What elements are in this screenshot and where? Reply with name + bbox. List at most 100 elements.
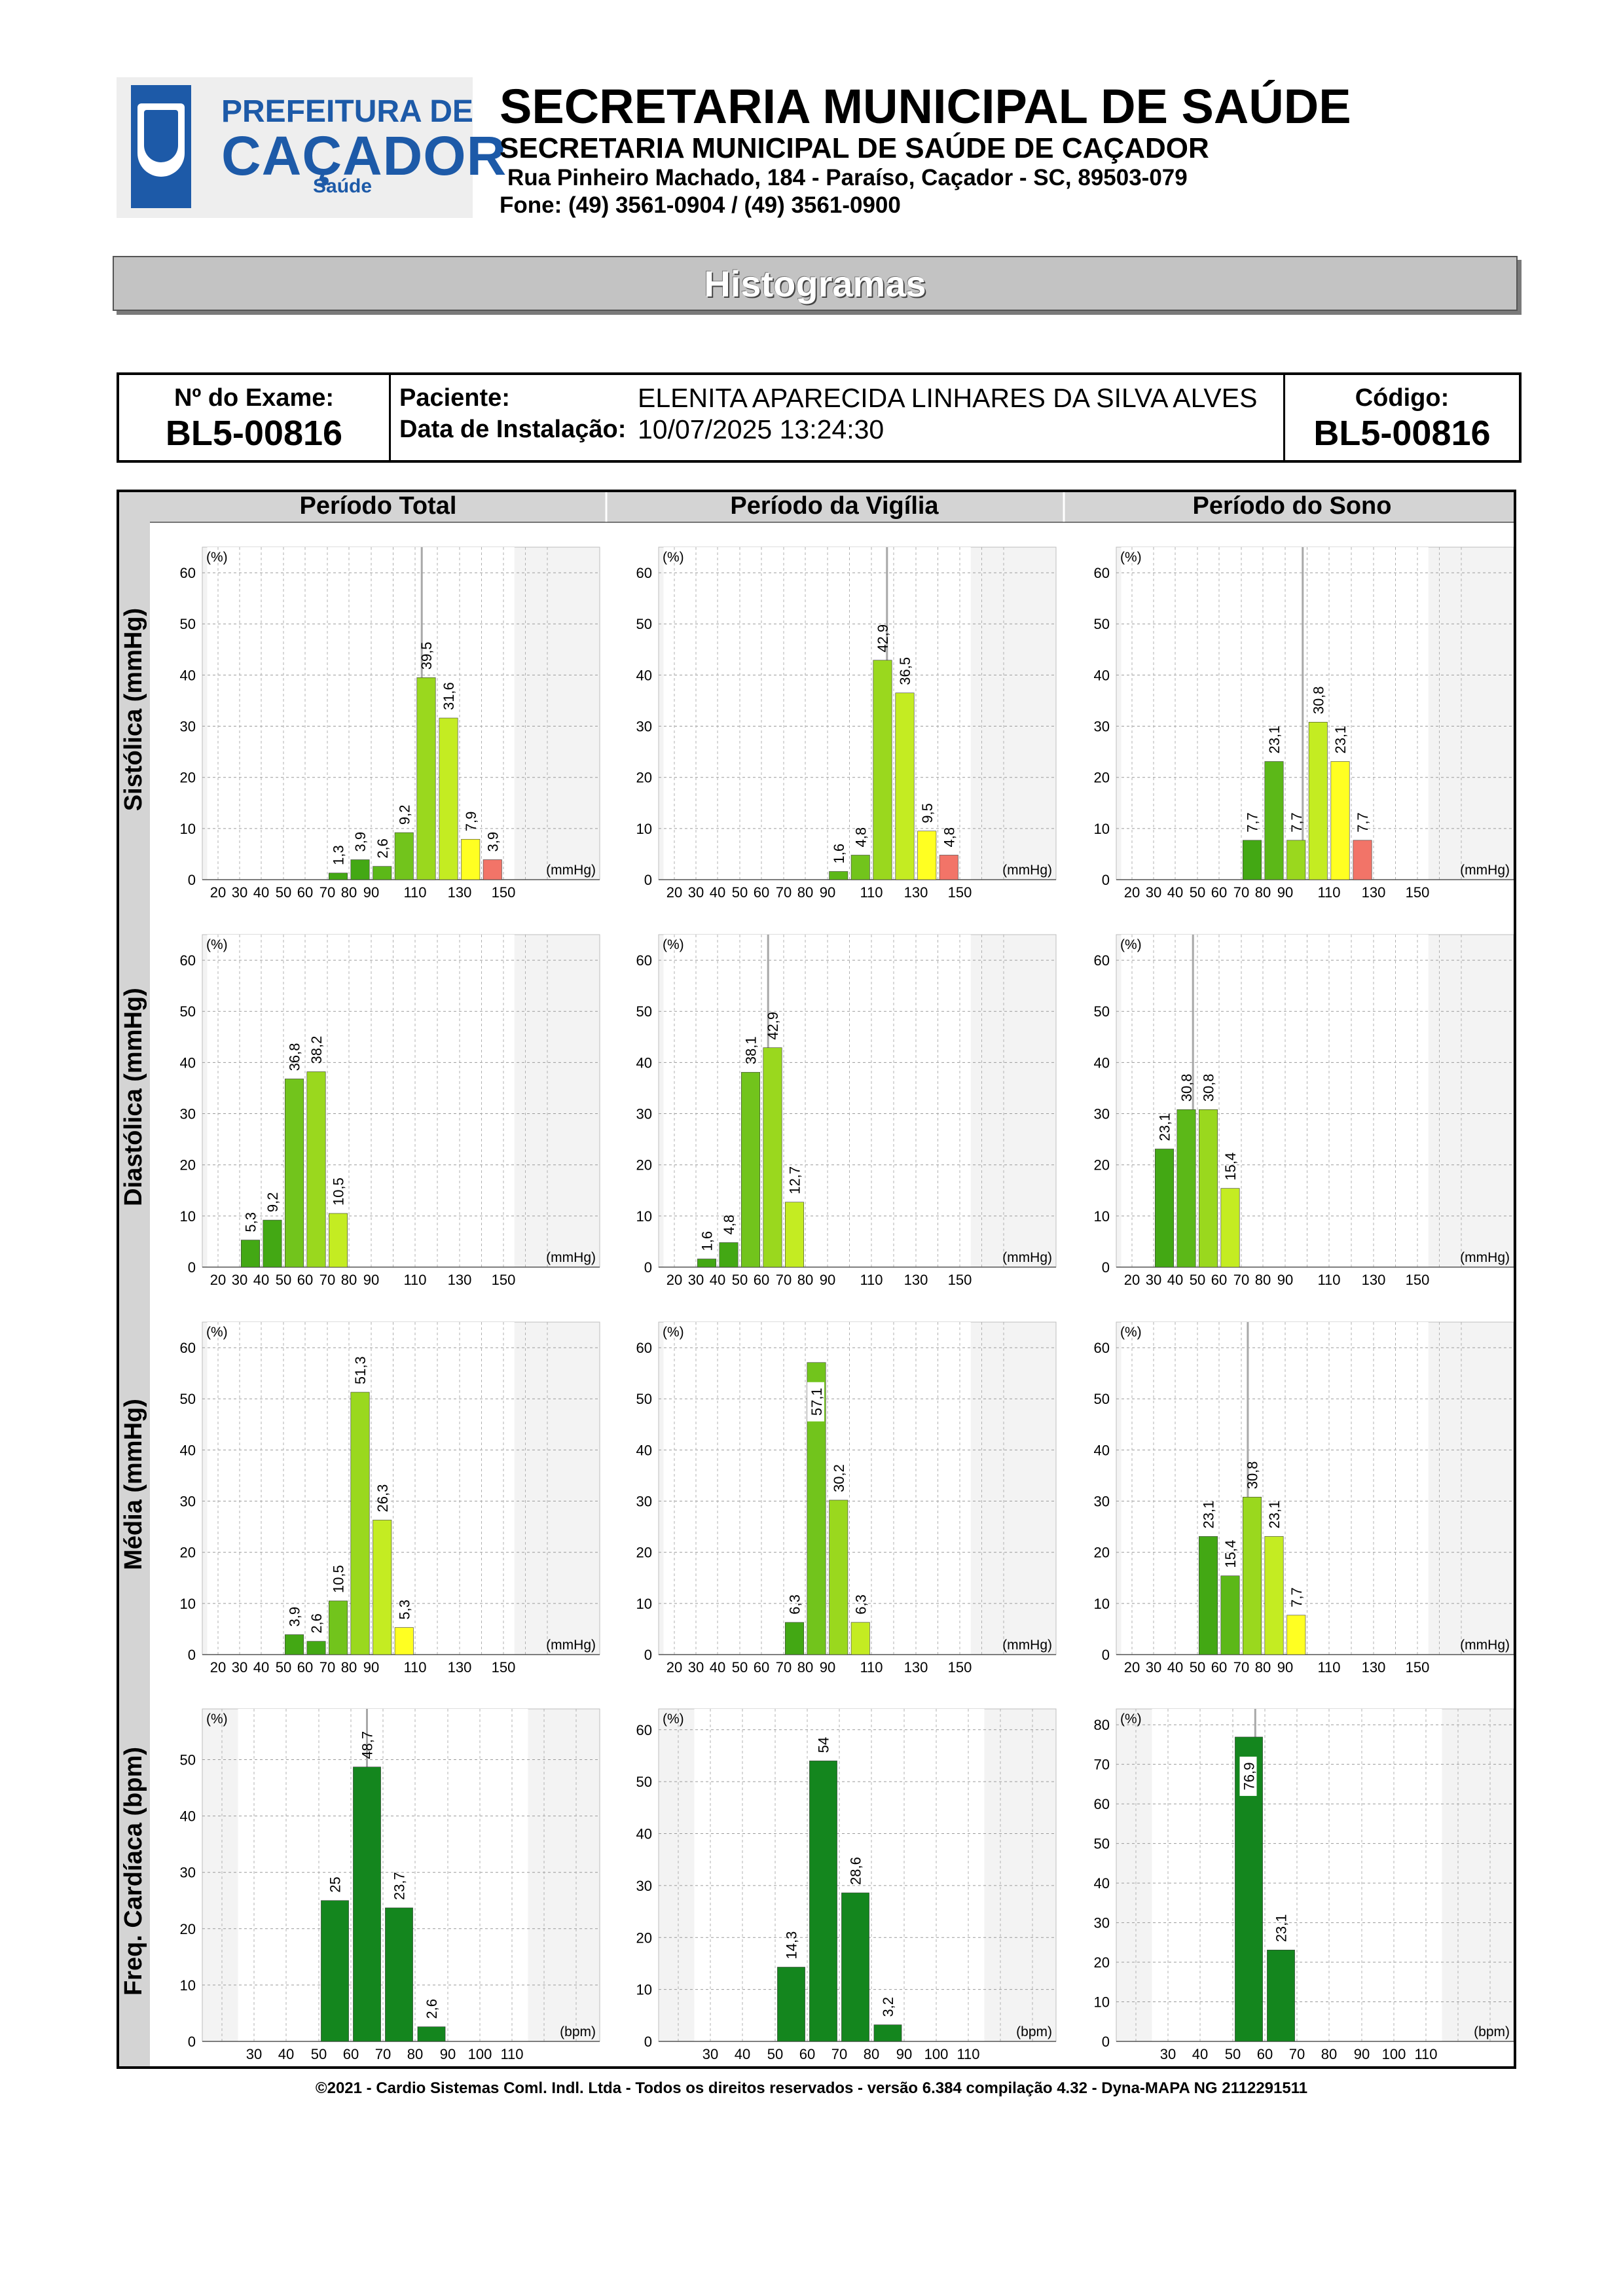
x-tick-label: 20	[210, 1272, 226, 1288]
histogram-bar	[1176, 1109, 1196, 1268]
address-text: Rua Pinheiro Machado, 184 - Paraíso, Caç…	[507, 165, 1188, 190]
y-tick-label: 30	[636, 1494, 652, 1510]
y-tick-label: 40	[1094, 667, 1110, 683]
x-tick-label: 90	[363, 1272, 379, 1288]
column-header-periodo-total: Período Total	[300, 492, 457, 520]
x-tick-label: 80	[1255, 1659, 1271, 1676]
y-unit-label: (%)	[1120, 550, 1142, 565]
bar-value-label: 4,8	[852, 827, 869, 848]
y-tick-label: 40	[636, 1054, 652, 1071]
y-tick-label: 10	[1094, 1596, 1110, 1612]
histogram-bar	[850, 1622, 870, 1655]
x-tick-label: 150	[492, 884, 516, 901]
x-tick-label: 50	[1190, 1272, 1205, 1288]
bar-value-label: 23,1	[1157, 1113, 1173, 1141]
code-value: BL5-00816	[1313, 414, 1491, 453]
histogram-bar	[829, 871, 848, 880]
histogram-bar	[1199, 1109, 1218, 1268]
histogram-bar	[1264, 761, 1284, 880]
y-tick-label: 30	[1094, 1106, 1110, 1122]
histogram-bar	[917, 831, 937, 880]
histogram-bar	[1353, 840, 1372, 880]
x-tick-label: 70	[1233, 884, 1249, 901]
y-tick-label: 70	[1094, 1757, 1110, 1773]
y-tick-label: 60	[636, 1340, 652, 1356]
bar-value-label: 30,8	[1245, 1461, 1261, 1489]
x-unit-label: (mmHg)	[1460, 863, 1510, 878]
histogram-bar	[777, 1967, 805, 2042]
x-tick-label: 40	[253, 884, 269, 901]
y-tick-label: 20	[636, 770, 652, 786]
y-tick-label: 10	[180, 1208, 196, 1225]
plot-area-center	[207, 547, 515, 880]
x-unit-label: (mmHg)	[1460, 1638, 1510, 1653]
x-tick-label: 110	[860, 1659, 883, 1676]
x-tick-label: 40	[710, 1659, 725, 1676]
x-tick-label: 70	[375, 2046, 391, 2062]
x-tick-label: 130	[904, 1272, 928, 1288]
x-tick-label: 100	[924, 2046, 949, 2062]
y-tick-label: 0	[1102, 1647, 1110, 1663]
x-tick-label: 90	[1277, 884, 1293, 901]
bar-value-label: 1,3	[331, 845, 347, 865]
histogram-bar	[1267, 1950, 1295, 2042]
y-tick-label: 0	[188, 1647, 196, 1663]
histogram-bar	[829, 1499, 848, 1655]
prefeitura-logo: PREFEITURA DE CAÇADOR Saúde	[117, 77, 506, 218]
y-tick-label: 20	[636, 1545, 652, 1561]
x-tick-label: 90	[1277, 1659, 1293, 1676]
row-label-sistolica-mmhg: Sistólica (mmHg)	[120, 608, 147, 811]
x-tick-label: 130	[448, 1659, 472, 1676]
x-tick-label: 150	[1406, 1659, 1430, 1676]
x-tick-label: 30	[688, 884, 704, 901]
x-tick-label: 30	[1146, 1659, 1161, 1676]
histogram-bar	[329, 1213, 348, 1268]
y-tick-label: 30	[636, 1878, 652, 1894]
bar-value-label-bg	[807, 1382, 824, 1422]
x-unit-label: (bpm)	[560, 2024, 596, 2039]
histogram-diastolica-mmhg-periodo-da-vigilia: 0 10 20 30 40 50 60 (%) (mmHg) 20 30 40 50 60 70 80 90 11…	[636, 934, 1057, 1288]
histogram-diastolica-mmhg-periodo-total: 0 10 20 30 40 50 60 (%) (mmHg) 20 30 40 50 60 70 80 90 11…	[180, 934, 600, 1288]
x-tick-label: 110	[403, 884, 426, 901]
x-tick-label: 150	[1406, 1272, 1430, 1288]
x-tick-label: 40	[253, 1272, 269, 1288]
histogram-bar	[1330, 761, 1350, 880]
histogram-bar	[763, 1047, 782, 1268]
x-tick-label: 30	[232, 1659, 247, 1676]
x-tick-label: 70	[319, 884, 335, 901]
bar-value-label: 23,1	[1266, 726, 1283, 754]
x-tick-label: 50	[732, 884, 748, 901]
y-tick-label: 80	[1094, 1717, 1110, 1733]
x-tick-label: 20	[1124, 1272, 1140, 1288]
x-tick-label: 30	[1146, 884, 1161, 901]
x-tick-label: 150	[492, 1272, 516, 1288]
y-tick-label: 20	[1094, 770, 1110, 786]
y-tick-label: 50	[1094, 1391, 1110, 1407]
y-tick-label: 50	[180, 1391, 196, 1407]
bar-value-label: 30,2	[831, 1464, 847, 1492]
x-tick-label: 90	[820, 884, 835, 901]
y-tick-label: 60	[636, 565, 652, 581]
x-tick-label: 60	[754, 1272, 769, 1288]
y-tick-label: 30	[180, 719, 196, 735]
x-tick-label: 70	[1289, 2046, 1305, 2062]
x-tick-label: 130	[904, 1659, 928, 1676]
y-tick-label: 20	[1094, 1954, 1110, 1971]
y-tick-label: 60	[1094, 1796, 1110, 1812]
bar-value-label: 51,3	[352, 1356, 369, 1384]
x-tick-label: 90	[363, 1659, 379, 1676]
bar-value-label: 42,9	[875, 624, 891, 653]
histogram-sistolica-mmhg-periodo-do-sono: 0 10 20 30 40 50 60 (%) (mmHg) 20 30 40 50 60 70 80 90 11…	[1094, 547, 1514, 901]
y-tick-label: 40	[1094, 1054, 1110, 1071]
histogram-bar	[321, 1900, 349, 2042]
y-tick-label: 50	[180, 1003, 196, 1020]
x-tick-label: 110	[403, 1659, 426, 1676]
x-tick-label: 50	[732, 1272, 748, 1288]
y-tick-label: 30	[180, 1494, 196, 1510]
bar-value-label: 15,4	[1222, 1540, 1239, 1568]
y-tick-label: 40	[180, 667, 196, 683]
x-tick-label: 40	[1192, 2046, 1208, 2062]
x-tick-label: 50	[767, 2046, 783, 2062]
x-tick-label: 30	[702, 2046, 718, 2062]
x-tick-label: 70	[776, 884, 792, 901]
